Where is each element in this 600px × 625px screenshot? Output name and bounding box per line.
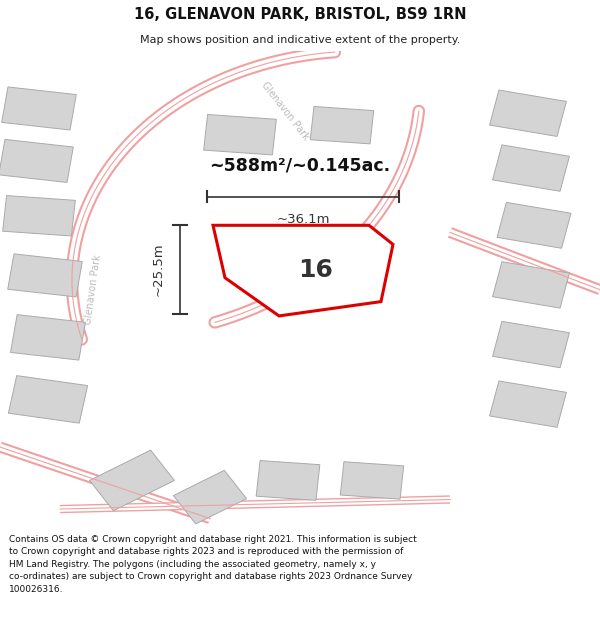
Bar xyxy=(173,471,247,524)
Bar xyxy=(8,254,82,297)
Bar xyxy=(8,376,88,423)
Text: Glenavon Park: Glenavon Park xyxy=(83,254,103,326)
Bar xyxy=(493,321,569,368)
Bar xyxy=(256,461,320,501)
Text: ~36.1m: ~36.1m xyxy=(276,213,330,226)
Text: ~588m²/~0.145ac.: ~588m²/~0.145ac. xyxy=(209,157,391,175)
Text: Glenavon Park: Glenavon Park xyxy=(259,80,311,142)
Text: 16: 16 xyxy=(299,258,334,282)
Bar xyxy=(493,262,569,308)
Bar xyxy=(203,114,277,155)
Bar xyxy=(10,314,86,360)
Bar xyxy=(2,196,76,236)
Polygon shape xyxy=(213,225,393,316)
Bar xyxy=(2,87,76,130)
Bar xyxy=(497,202,571,248)
Text: ~25.5m: ~25.5m xyxy=(152,242,165,296)
Bar xyxy=(493,145,569,191)
Bar xyxy=(0,139,73,182)
Bar xyxy=(490,381,566,428)
Bar xyxy=(490,90,566,136)
Bar xyxy=(310,106,374,144)
Text: Contains OS data © Crown copyright and database right 2021. This information is : Contains OS data © Crown copyright and d… xyxy=(9,535,417,594)
Bar xyxy=(89,450,175,511)
Text: 16, GLENAVON PARK, BRISTOL, BS9 1RN: 16, GLENAVON PARK, BRISTOL, BS9 1RN xyxy=(134,7,466,22)
Text: Map shows position and indicative extent of the property.: Map shows position and indicative extent… xyxy=(140,35,460,45)
Bar xyxy=(340,462,404,499)
